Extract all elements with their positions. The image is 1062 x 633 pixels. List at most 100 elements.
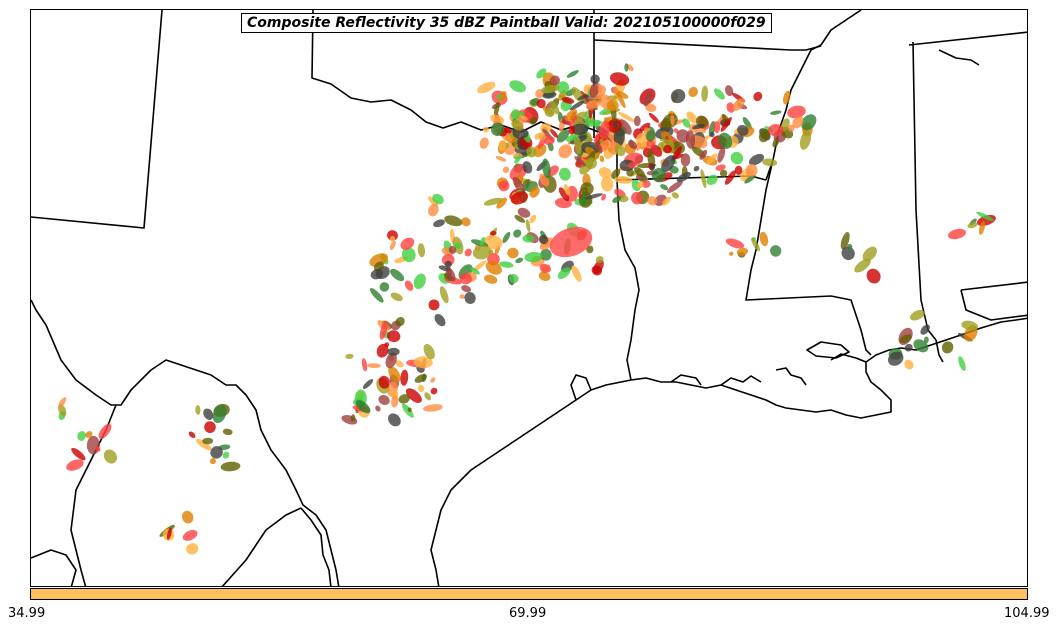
reflectivity-blob [920,324,930,335]
reflectivity-blob [854,258,871,273]
reflectivity-blob [203,408,214,420]
reflectivity-blob [685,130,696,149]
reflectivity-blob [561,97,575,104]
reflectivity-blob [584,193,603,200]
map-canvas [31,10,1027,586]
reflectivity-blob [641,180,651,188]
reflectivity-blob [483,197,503,206]
reflectivity-blob [515,257,524,264]
reflectivity-blob [373,261,384,272]
reflectivity-blob [557,267,571,280]
reflectivity-blob [472,260,487,272]
reflectivity-blob [341,415,358,425]
reflectivity-blob [569,100,585,111]
reflectivity-blob [706,153,718,165]
reflectivity-blob [539,263,552,273]
reflectivity-blob [648,112,659,123]
reflectivity-blob [661,155,676,173]
reflectivity-blob [958,356,966,371]
reflectivity-blob [400,369,409,386]
reflectivity-blob [470,267,480,275]
reflectivity-blob [841,246,855,261]
reflectivity-blob [601,193,607,201]
tennessee-river [938,49,980,66]
reflectivity-blob [651,167,666,183]
reflectivity-blob [389,240,396,251]
reflectivity-blob [454,242,462,249]
reflectivity-blob [538,271,551,282]
reflectivity-blob [593,133,600,143]
reflectivity-blob [439,286,449,304]
reflectivity-blob [614,144,626,157]
reflectivity-blob [770,245,782,257]
reflectivity-blob [941,341,954,354]
reflectivity-blob [387,230,398,241]
reflectivity-blob [663,144,672,154]
reflectivity-blob [512,176,525,194]
reflectivity-blob [220,461,241,472]
reflectivity-blob [961,320,979,331]
reflectivity-blob [643,91,653,107]
reflectivity-blob [369,288,384,303]
reflectivity-blob [428,299,440,311]
reflectivity-blob [94,446,101,452]
reflectivity-blob [594,121,601,128]
reflectivity-blob [549,226,593,258]
reflectivity-blob [636,181,644,189]
nm-east-boundary [31,10,163,229]
reflectivity-blob [350,414,356,422]
reflectivity-blob [376,343,389,358]
reflectivity-blob [624,63,629,72]
reflectivity-blob [566,70,579,78]
reflectivity-blob [715,164,726,171]
reflectivity-blob [394,360,404,368]
reflectivity-blob [719,169,728,178]
reflectivity-blob [706,174,718,186]
reflectivity-blob [840,232,850,250]
reflectivity-blob [586,99,600,109]
reflectivity-blob [355,400,371,414]
reflectivity-blob [725,238,745,249]
reflectivity-blob [646,130,656,142]
reflectivity-blob [682,118,691,128]
reflectivity-blob [645,103,657,112]
reflectivity-blob [589,82,600,99]
mobile-bay [935,339,944,363]
reflectivity-blob [181,510,194,524]
mississippi-river [765,10,862,181]
reflectivity-blob [862,246,878,262]
lake-pontchartrain [806,341,850,359]
reflectivity-blob [759,231,769,247]
reflectivity-blob [428,203,439,217]
reflectivity-blob [541,84,560,94]
al-ga-boundary [908,31,1027,46]
reflectivity-blob [613,120,618,129]
reflectivity-blob [459,294,465,299]
reflectivity-blob [571,265,582,282]
reflectivity-blob [729,251,734,256]
reflectivity-blob [388,413,401,427]
ar-mo-boundary [593,39,822,51]
reflectivity-blob [713,88,725,100]
reflectivity-blob [423,343,435,360]
reflectivity-blob [202,437,214,445]
reflectivity-blob [667,180,683,193]
reflectivity-blob [549,75,560,86]
reflectivity-blob [367,363,381,369]
reflectivity-blob [432,193,444,205]
louisiana-bays [670,353,867,386]
reflectivity-blob [564,109,578,122]
reflectivity-blob [424,392,432,401]
reflectivity-blob [379,320,388,340]
reflectivity-blob [745,164,758,177]
reflectivity-blob [209,458,216,465]
reflectivity-blob [407,407,412,412]
reflectivity-blob [742,117,752,130]
reflectivity-blob [514,155,522,164]
reflectivity-blob [444,215,463,227]
reflectivity-blob [479,137,489,149]
reflectivity-blob [444,260,452,268]
colorbar-tick-label-max: 104.99 [1004,606,1050,621]
reflectivity-blob [718,132,733,149]
reflectivity-blob [511,109,520,120]
